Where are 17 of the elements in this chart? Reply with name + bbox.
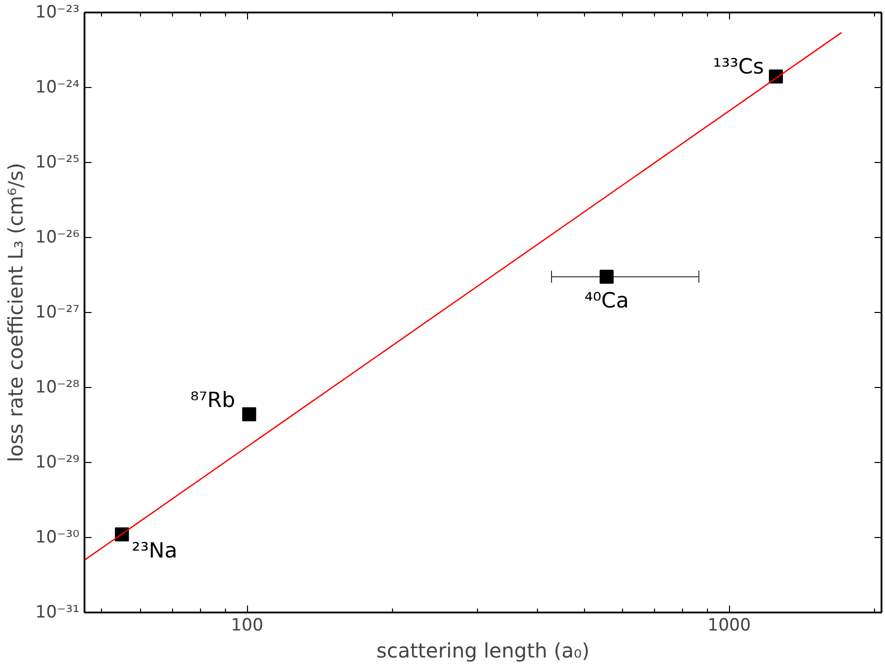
y-tick-label: 10⁻²³ <box>35 2 80 22</box>
y-tick-label: 10⁻²⁴ <box>35 78 80 98</box>
y-tick-label: 10⁻²⁸ <box>35 378 80 398</box>
y-tick-label: 10⁻²⁷ <box>35 302 80 322</box>
x-axis-title: scattering length (a₀) <box>376 638 590 662</box>
y-tick-label: 10⁻³¹ <box>35 602 80 622</box>
y-tick-label: 10⁻²⁶ <box>35 228 80 248</box>
y-tick-label: 10⁻³⁰ <box>35 528 80 548</box>
annotation: ⁴⁰Ca <box>584 288 629 313</box>
x-tick-label: 1000 <box>708 616 751 636</box>
y-axis-title: loss rate coefficient L₃ (cm⁶/s) <box>3 162 28 462</box>
x-tick-label: 100 <box>230 616 264 636</box>
annotation: ²³Na <box>132 538 178 562</box>
annotation: ⁸⁷Rb <box>190 388 236 412</box>
y-tick-label: 10⁻²⁵ <box>35 152 80 172</box>
annotation: ¹³³Cs <box>713 54 764 79</box>
y-tick-label: 10⁻²⁹ <box>35 452 80 472</box>
